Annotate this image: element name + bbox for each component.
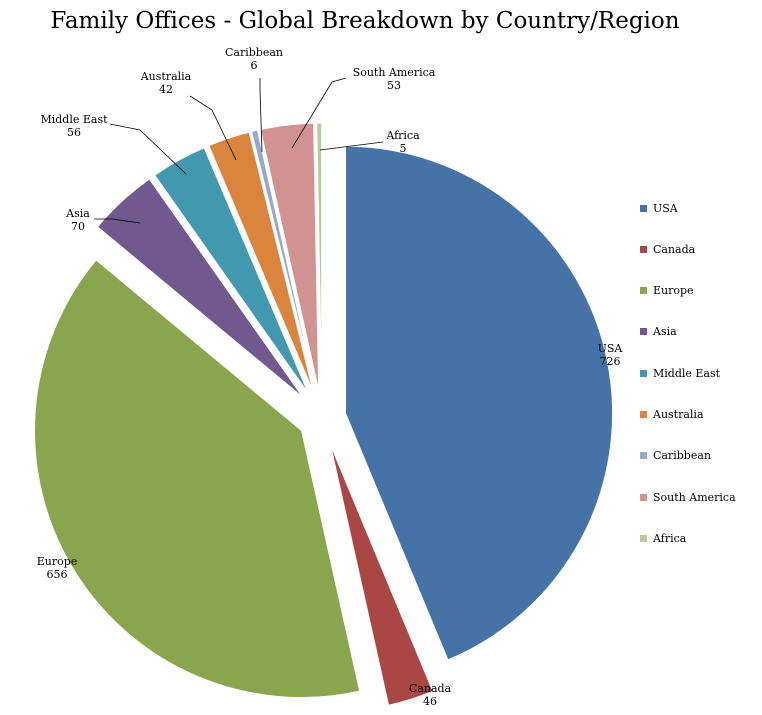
- data-label-category: Caribbean: [225, 46, 283, 59]
- legend-swatch: [640, 534, 647, 542]
- pie-slice-south-america: [259, 122, 320, 391]
- legend-swatch: [640, 245, 647, 253]
- legend-item: Middle East: [640, 365, 720, 381]
- data-label-value: 42: [159, 83, 173, 96]
- legend-label: Europe: [653, 284, 694, 298]
- legend-swatch: [640, 369, 647, 377]
- data-label-value: 53: [387, 79, 401, 92]
- leader-line: [189, 95, 237, 161]
- pie-slice-australia: [208, 131, 314, 392]
- data-label-value: 726: [600, 355, 621, 368]
- data-label-value: 46: [423, 695, 437, 708]
- pie-slice-europe: [34, 259, 361, 698]
- leader-line: [109, 123, 187, 175]
- legend-item: Europe: [640, 283, 694, 299]
- data-label-value: 70: [71, 220, 85, 233]
- data-label-category: Middle East: [40, 113, 108, 126]
- data-label-category: Europe: [37, 555, 78, 568]
- data-label-category: Asia: [65, 207, 90, 220]
- pie-slice-canada: [329, 444, 434, 706]
- legend-label: South America: [653, 490, 736, 504]
- legend-item: Caribbean: [640, 448, 711, 464]
- legend-label: USA: [653, 201, 678, 215]
- legend-item: Canada: [640, 241, 695, 257]
- data-label-value: 5: [400, 142, 407, 155]
- legend-item: South America: [640, 489, 736, 505]
- legend-swatch: [640, 204, 647, 212]
- data-label-category: USA: [598, 342, 624, 355]
- data-label-category: South America: [353, 66, 436, 79]
- pie-slice-middle-east: [154, 147, 309, 394]
- data-label-category: Australia: [140, 70, 192, 83]
- leader-line: [94, 218, 141, 224]
- pie-slice-asia: [96, 178, 304, 398]
- chart-title: Family Offices - Global Breakdown by Cou…: [50, 8, 680, 34]
- leader-line: [319, 141, 384, 151]
- legend-swatch: [640, 452, 647, 460]
- pie-slice-africa: [316, 122, 323, 391]
- legend-swatch: [640, 411, 647, 418]
- legend-item: Africa: [640, 530, 686, 546]
- leader-line: [291, 77, 347, 149]
- pie-slice-caribbean: [250, 129, 317, 391]
- legend-label: Caribbean: [653, 449, 711, 463]
- data-label-value: 56: [67, 126, 81, 139]
- legend-label: Australia: [653, 408, 704, 421]
- data-label-category: Canada: [409, 682, 452, 695]
- legend-swatch: [640, 493, 647, 501]
- legend-swatch: [640, 328, 647, 336]
- data-label-value: 656: [47, 568, 68, 581]
- legend-item: USA: [640, 200, 678, 216]
- data-label-category: Africa: [385, 129, 420, 142]
- legend-label: Africa: [653, 531, 687, 545]
- legend-item: Asia: [640, 324, 677, 340]
- legend-label: Middle East: [653, 366, 721, 380]
- pie-slice-usa: [345, 145, 614, 661]
- legend-label: Asia: [653, 325, 677, 339]
- legend-label: Canada: [653, 242, 696, 256]
- data-label-value: 6: [251, 59, 258, 72]
- leader-line: [259, 78, 263, 153]
- legend-item: Australia: [640, 407, 704, 423]
- legend-swatch: [640, 287, 647, 295]
